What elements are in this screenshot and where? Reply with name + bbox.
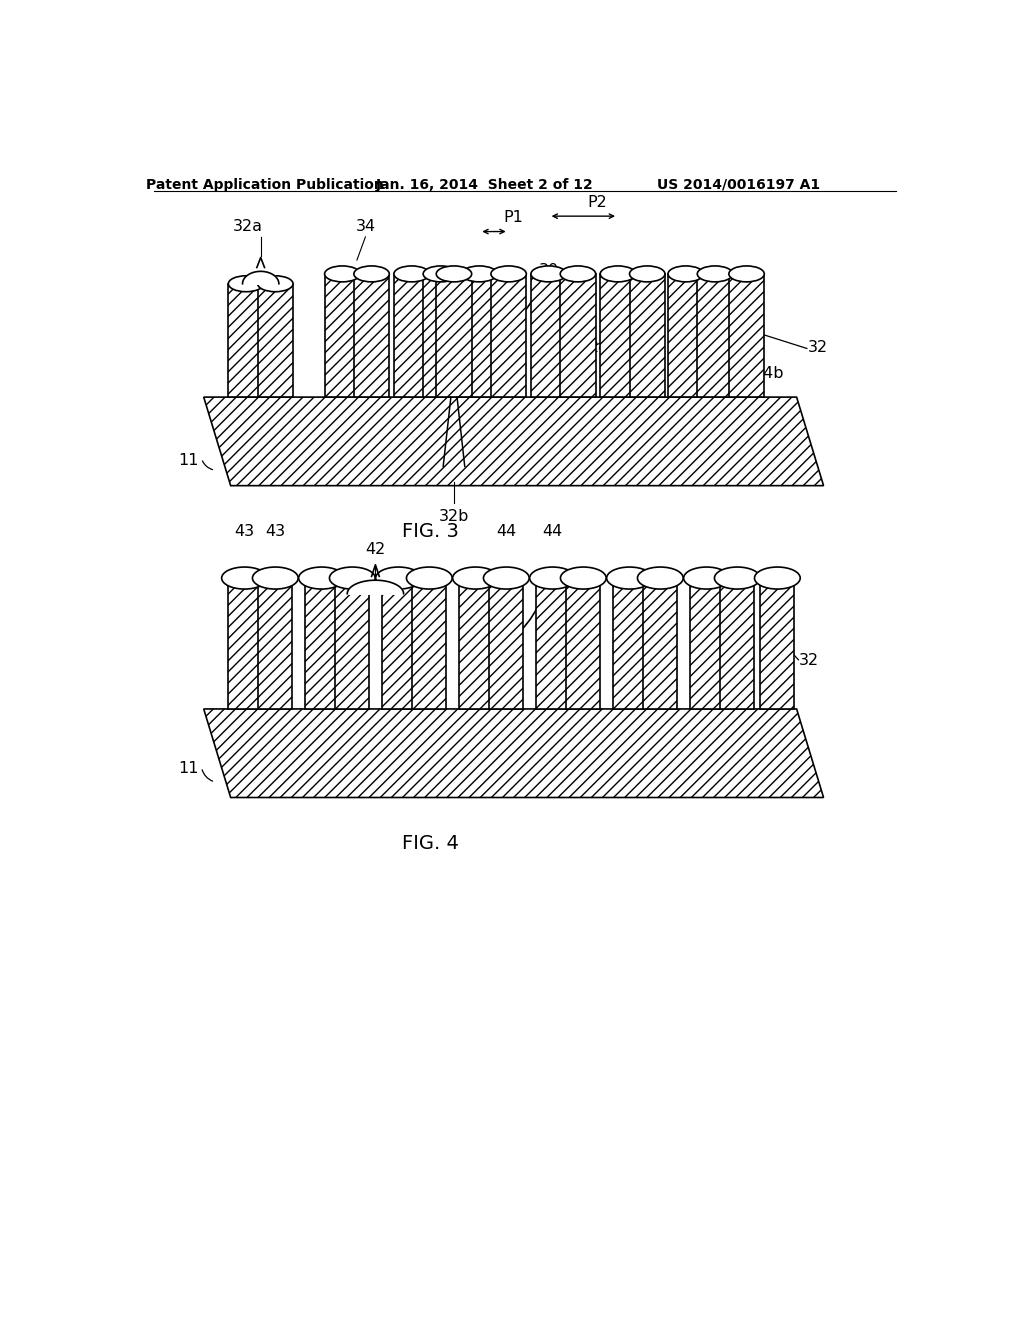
Ellipse shape [376,568,422,589]
Bar [304,578,339,709]
Bar [413,578,446,709]
Bar [489,578,523,709]
Text: P1: P1 [503,210,523,226]
Text: FIG. 4: FIG. 4 [402,834,460,853]
Text: US 2014/0016197 A1: US 2014/0016197 A1 [657,178,820,191]
Text: 32: 32 [799,653,819,668]
Bar [459,578,493,709]
Polygon shape [204,397,823,486]
Ellipse shape [330,568,375,589]
Bar [228,284,264,397]
Ellipse shape [258,276,293,292]
Text: 34: 34 [355,219,376,234]
Bar [761,578,795,709]
Text: 40: 40 [539,582,559,597]
Ellipse shape [221,568,267,589]
Ellipse shape [354,265,389,282]
Ellipse shape [529,568,575,589]
Bar [354,275,389,397]
Bar [566,578,600,709]
Bar [490,275,526,397]
Ellipse shape [462,265,497,282]
Text: 32b: 32b [438,508,469,524]
Bar [668,275,703,397]
Ellipse shape [423,265,459,282]
Bar [423,275,459,397]
Ellipse shape [715,568,760,589]
Text: Jan. 16, 2014  Sheet 2 of 12: Jan. 16, 2014 Sheet 2 of 12 [376,178,594,191]
Bar [258,284,293,397]
Bar [258,578,292,709]
Ellipse shape [560,265,596,282]
Text: 32: 32 [808,339,828,355]
Bar [697,275,733,397]
Ellipse shape [755,568,800,589]
Bar [531,275,566,397]
Text: 24b: 24b [755,367,784,381]
Ellipse shape [394,265,429,282]
Text: 11: 11 [178,453,199,469]
Bar [336,578,370,709]
Text: 30: 30 [539,263,559,277]
Ellipse shape [490,265,526,282]
Bar [560,275,596,397]
Text: 11: 11 [178,762,199,776]
Bar [600,275,636,397]
Ellipse shape [325,265,360,282]
Text: 32a: 32a [232,219,262,234]
Ellipse shape [600,265,636,282]
Text: FIG. 3: FIG. 3 [402,523,460,541]
Bar [382,578,416,709]
Text: P2: P2 [587,195,607,210]
Bar [325,275,360,397]
Ellipse shape [630,265,665,282]
Bar [436,275,472,397]
Bar [536,578,569,709]
Ellipse shape [668,265,703,282]
Ellipse shape [453,568,499,589]
Text: 43: 43 [265,524,286,539]
Text: 44: 44 [497,524,516,539]
Ellipse shape [483,568,529,589]
Text: 24a: 24a [589,339,618,355]
Ellipse shape [697,265,733,282]
Ellipse shape [228,276,264,292]
Text: 43: 43 [234,524,255,539]
Bar [643,578,677,709]
Text: Patent Application Publication: Patent Application Publication [146,178,384,191]
Bar [729,275,764,397]
Bar [394,275,429,397]
Ellipse shape [299,568,344,589]
Ellipse shape [638,568,683,589]
Polygon shape [204,709,823,797]
Ellipse shape [560,568,606,589]
Bar [227,578,261,709]
Bar [689,578,724,709]
Bar [630,275,665,397]
Ellipse shape [684,568,729,589]
Bar [462,275,497,397]
Ellipse shape [253,568,298,589]
Ellipse shape [729,265,764,282]
Ellipse shape [407,568,453,589]
Ellipse shape [531,265,566,282]
Text: 42: 42 [366,543,386,557]
Ellipse shape [436,265,472,282]
Bar [720,578,755,709]
Ellipse shape [606,568,652,589]
Text: 44: 44 [543,524,562,539]
Bar [612,578,646,709]
